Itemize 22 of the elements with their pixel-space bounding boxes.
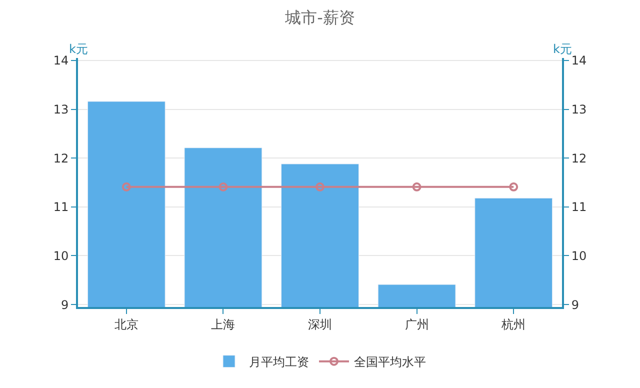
legend-label: 月平均工资	[249, 355, 309, 370]
y2-tick-label: 11	[571, 200, 587, 214]
y2-tick-label: 12	[571, 151, 587, 166]
y2-tick-label: 9	[571, 298, 580, 312]
x-tick-label: 深圳	[308, 317, 332, 332]
x-tick-label: 广州	[404, 317, 429, 332]
x-tick-label: 北京	[114, 317, 138, 332]
y-axis-title: k元	[69, 42, 88, 56]
y-tick-label: 10	[53, 248, 69, 263]
legend-label: 全国平均水平	[354, 355, 426, 370]
y-tick-label: 9	[60, 298, 69, 312]
y2-tick-label: 14	[571, 54, 587, 68]
y2-tick-label: 10	[571, 248, 587, 263]
chart-title: 城市-薪资	[284, 8, 355, 27]
x-tick-label: 杭州	[500, 317, 526, 332]
y-tick-label: 12	[53, 151, 69, 166]
y-tick-label: 11	[53, 200, 69, 214]
y-tick-label: 14	[53, 54, 69, 68]
y2-axis-title: k元	[553, 42, 572, 56]
y2-tick-label: 13	[571, 102, 587, 116]
x-tick-label: 上海	[211, 317, 236, 332]
y-tick-label: 13	[53, 102, 69, 116]
